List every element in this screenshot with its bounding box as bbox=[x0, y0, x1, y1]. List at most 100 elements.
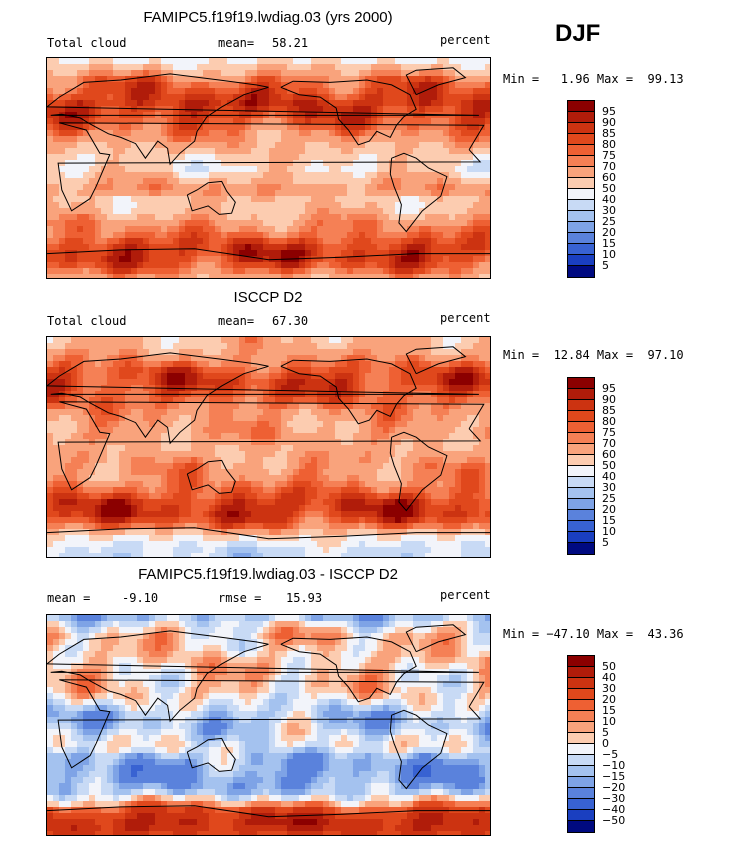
field-cell bbox=[245, 88, 252, 95]
field-cell bbox=[293, 118, 300, 125]
field-cell bbox=[107, 94, 114, 101]
field-cell bbox=[155, 337, 162, 344]
field-cell bbox=[137, 196, 144, 203]
field-cell bbox=[419, 142, 426, 149]
field-cell bbox=[83, 274, 90, 278]
field-cell bbox=[287, 226, 294, 233]
field-cell bbox=[119, 94, 126, 101]
field-cell bbox=[245, 232, 252, 239]
field-cell bbox=[299, 274, 306, 278]
field-cell bbox=[287, 415, 294, 422]
field-cell bbox=[419, 82, 426, 89]
field-cell bbox=[395, 184, 402, 191]
field-cell bbox=[257, 136, 264, 143]
field-cell bbox=[365, 124, 372, 131]
field-cell bbox=[47, 58, 54, 65]
field-cell bbox=[131, 202, 138, 209]
field-cell bbox=[173, 457, 180, 464]
field-cell bbox=[467, 100, 474, 107]
field-cell bbox=[137, 493, 144, 500]
field-cell bbox=[413, 421, 420, 428]
field-cell bbox=[401, 100, 408, 107]
field-cell bbox=[335, 268, 342, 275]
field-cell bbox=[179, 214, 186, 221]
field-cell bbox=[317, 214, 324, 221]
field-cell bbox=[455, 409, 462, 416]
field-cell bbox=[185, 403, 192, 410]
field-cell bbox=[125, 487, 132, 494]
field-cell bbox=[443, 172, 450, 179]
field-cell bbox=[95, 196, 102, 203]
field-cell bbox=[383, 355, 390, 362]
field-cell bbox=[107, 190, 114, 197]
field-cell bbox=[305, 214, 312, 221]
field-cell bbox=[443, 202, 450, 209]
field-cell bbox=[137, 505, 144, 512]
field-cell bbox=[95, 487, 102, 494]
field-cell bbox=[53, 475, 60, 482]
field-cell bbox=[317, 475, 324, 482]
field-cell bbox=[299, 481, 306, 488]
field-cell bbox=[335, 349, 342, 356]
field-cell bbox=[389, 190, 396, 197]
field-cell bbox=[125, 142, 132, 149]
field-cell bbox=[377, 373, 384, 380]
field-cell bbox=[353, 511, 360, 518]
field-cell bbox=[95, 505, 102, 512]
field-cell bbox=[143, 493, 150, 500]
field-cell bbox=[47, 154, 54, 161]
field-cell bbox=[377, 469, 384, 476]
field-cell bbox=[167, 367, 174, 374]
field-cell bbox=[335, 58, 342, 65]
field-cell bbox=[329, 136, 336, 143]
field-cell bbox=[299, 469, 306, 476]
field-cell bbox=[95, 409, 102, 416]
field-cell bbox=[113, 196, 120, 203]
field-cell bbox=[113, 409, 120, 416]
field-cell bbox=[209, 493, 216, 500]
field-cell bbox=[359, 154, 366, 161]
field-cell bbox=[425, 148, 432, 155]
field-cell bbox=[311, 373, 318, 380]
field-cell bbox=[335, 154, 342, 161]
field-cell bbox=[329, 487, 336, 494]
field-cell bbox=[431, 397, 438, 404]
field-cell bbox=[353, 439, 360, 446]
field-cell bbox=[125, 124, 132, 131]
field-cell bbox=[347, 349, 354, 356]
field-cell bbox=[437, 232, 444, 239]
field-cell bbox=[209, 487, 216, 494]
field-cell bbox=[107, 70, 114, 77]
field-cell bbox=[179, 421, 186, 428]
field-cell bbox=[419, 226, 426, 233]
field-cell bbox=[221, 379, 228, 386]
field-cell bbox=[257, 70, 264, 77]
field-cell bbox=[239, 409, 246, 416]
field-cell bbox=[227, 415, 234, 422]
field-cell bbox=[149, 232, 156, 239]
field-cell bbox=[275, 481, 282, 488]
field-cell bbox=[353, 214, 360, 221]
field-cell bbox=[47, 463, 54, 470]
field-cell bbox=[341, 214, 348, 221]
field-cell bbox=[143, 409, 150, 416]
field-cell bbox=[233, 445, 240, 452]
field-cell bbox=[317, 433, 324, 440]
field-cell bbox=[365, 76, 372, 83]
field-cell bbox=[101, 487, 108, 494]
field-cell bbox=[227, 397, 234, 404]
field-cell bbox=[77, 421, 84, 428]
field-cell bbox=[257, 487, 264, 494]
field-cell bbox=[299, 379, 306, 386]
field-cell bbox=[113, 58, 120, 65]
field-cell bbox=[347, 457, 354, 464]
field-cell bbox=[77, 469, 84, 476]
field-cell bbox=[119, 244, 126, 251]
field-cell bbox=[161, 172, 168, 179]
field-cell bbox=[371, 94, 378, 101]
field-cell bbox=[155, 148, 162, 155]
field-cell bbox=[431, 343, 438, 350]
field-cell bbox=[293, 427, 300, 434]
field-cell bbox=[77, 367, 84, 374]
field-cell bbox=[167, 82, 174, 89]
